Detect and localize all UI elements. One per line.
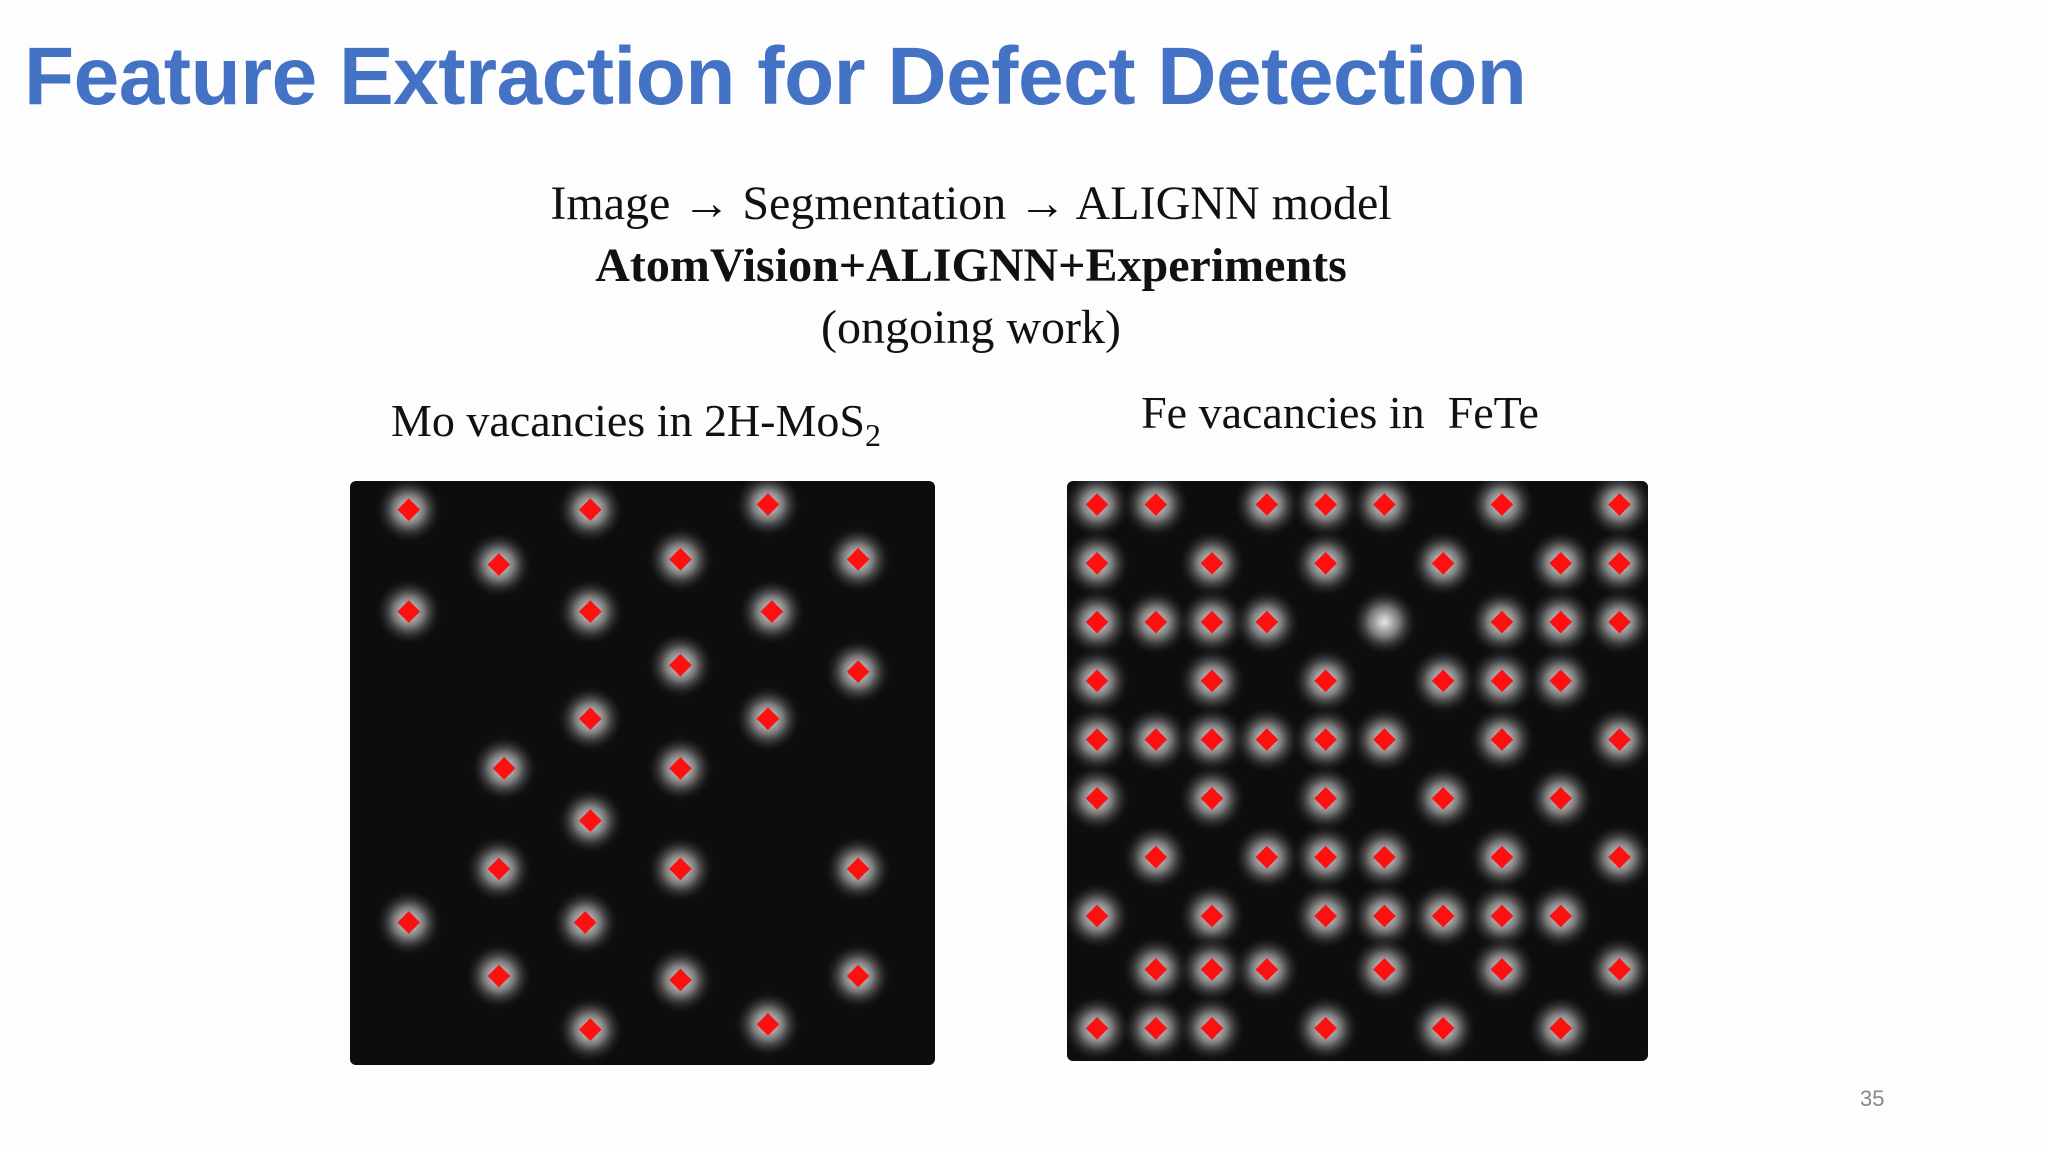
- detected-atom: [1608, 551, 1631, 575]
- detected-atom: [1314, 551, 1337, 575]
- detected-atom: [1608, 610, 1631, 634]
- detected-atom: [1490, 728, 1514, 751]
- detected-atom: [1373, 958, 1396, 981]
- panel-caption: Fe vacancies in FeTe: [1141, 387, 1539, 438]
- detected-atom: [1255, 493, 1279, 516]
- detected-atom: [1490, 493, 1514, 516]
- detected-atom: [1314, 669, 1337, 693]
- detected-atom: [1549, 610, 1573, 634]
- detected-atom: [1490, 669, 1514, 693]
- detected-atom: [756, 1013, 780, 1036]
- atom-image: [1067, 481, 1648, 1061]
- detected-atom: [573, 911, 597, 934]
- detected-atom: [1608, 493, 1631, 516]
- detected-atom: [1608, 728, 1631, 751]
- detected-atom: [1608, 845, 1631, 869]
- atom-blob: [1350, 588, 1419, 657]
- detected-atom: [669, 968, 692, 992]
- detected-atom: [1314, 787, 1337, 810]
- detected-atom: [397, 911, 421, 934]
- detected-atom: [1314, 1016, 1337, 1040]
- detected-atom: [1608, 958, 1631, 981]
- atom-image: [350, 481, 935, 1065]
- page-number: 35: [1860, 1086, 1885, 1111]
- detected-atom: [1549, 1016, 1573, 1040]
- detected-atom: [487, 857, 511, 881]
- detected-atom: [579, 498, 602, 522]
- detected-atom: [1490, 904, 1514, 928]
- subtitle-line: AtomVision+ALIGNN+Experiments: [595, 239, 1347, 292]
- detected-atom: [397, 498, 421, 522]
- detected-atom: [1431, 669, 1455, 693]
- detected-atom: [1373, 493, 1396, 516]
- detected-atom: [1490, 958, 1514, 981]
- detected-atom: [492, 757, 516, 780]
- detected-atom: [1314, 493, 1337, 516]
- detected-atom: [756, 707, 780, 731]
- detected-atom: [1549, 551, 1573, 575]
- slide-title: Feature Extraction for Defect Detection: [24, 31, 1527, 122]
- detected-atom: [1490, 610, 1514, 634]
- detected-atom: [846, 964, 870, 988]
- detected-atom: [1255, 728, 1279, 751]
- detected-atom: [846, 857, 870, 881]
- detected-atom: [756, 493, 780, 516]
- detected-atom: [846, 660, 870, 684]
- detected-atom: [669, 757, 692, 780]
- detected-atom: [1255, 845, 1279, 869]
- detected-atom: [1373, 904, 1396, 928]
- detected-atom: [1431, 1016, 1455, 1040]
- detected-atom: [1431, 787, 1455, 810]
- panel-caption: Mo vacancies in 2H-MoS2: [336, 394, 936, 454]
- detected-atom: [1255, 610, 1279, 634]
- detected-atom: [1549, 669, 1573, 693]
- detected-atom: [1255, 958, 1279, 981]
- detected-atom: [1549, 904, 1573, 928]
- detected-atom: [1314, 904, 1337, 928]
- detected-atom: [1373, 728, 1396, 751]
- detected-atom: [487, 964, 511, 988]
- caption-text: Mo vacancies in 2H-MoS: [391, 395, 865, 446]
- detected-atom: [1431, 551, 1455, 575]
- detected-atom: [1200, 1016, 1224, 1040]
- detected-atom: [1431, 904, 1455, 928]
- detected-atom: [669, 857, 692, 881]
- detected-atom: [1549, 787, 1573, 810]
- subtitle-line: Image → Segmentation → ALIGNN model: [550, 177, 1392, 230]
- detected-atom: [579, 809, 602, 832]
- subtitle-line: (ongoing work): [821, 301, 1121, 354]
- detected-atom: [1490, 845, 1514, 869]
- detected-atom: [1373, 845, 1396, 869]
- caption-subscript: 2: [864, 417, 881, 454]
- detected-atom: [1314, 845, 1337, 869]
- detected-atom: [1314, 728, 1337, 751]
- detected-atom: [846, 548, 870, 571]
